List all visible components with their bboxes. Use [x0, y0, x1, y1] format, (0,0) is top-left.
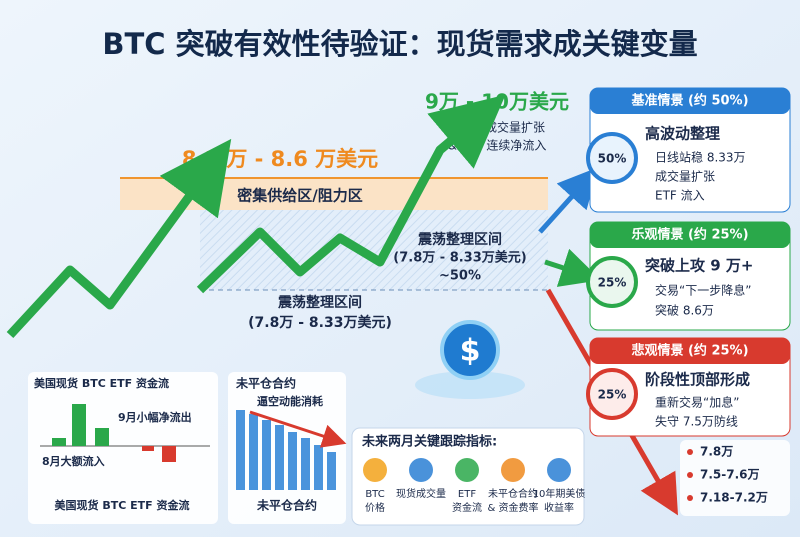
scenario-item: 突破 8.6万	[655, 303, 714, 318]
panel-header	[590, 338, 790, 364]
target-mid: 8.1 万 - 8.6 万美元	[182, 147, 378, 171]
annotation: 逼空动能消耗	[257, 394, 323, 408]
indicator-label: & 资金费率	[488, 501, 539, 514]
indicator-label: ETF	[458, 489, 476, 500]
etf-panel: 美国现货 BTC ETF 资金流 9月小幅净流出 8月大额流入 美国现货 BTC…	[28, 372, 218, 524]
panel-title: 未来两月关键跟踪指标:	[361, 434, 497, 450]
indicator-icon	[455, 458, 479, 482]
svg-text:$: $	[460, 334, 481, 369]
scenario-bull: 乐观情景 (约 25%) 25% 突破上攻 9 万+ 交易“下一步降息” 突破 …	[586, 221, 791, 331]
range-prob: ~50%	[439, 269, 481, 284]
indicator-label: 未平仓合约	[488, 487, 538, 500]
badge-label: 50%	[598, 152, 627, 166]
badge	[586, 256, 638, 308]
scenario-item: 失守 7.5万防线	[655, 414, 738, 429]
scenario-bear: 悲观情景 (约 25%) 25% 阶段性顶部形成 重新交易“加息” 失守 7.5…	[586, 337, 791, 437]
target: 7.18-7.2万	[700, 491, 768, 505]
coin-illustration: $	[415, 320, 525, 399]
range-title: 震荡整理区间	[277, 294, 362, 311]
bar	[72, 404, 86, 446]
target-high: 9万 - 10万美元	[425, 90, 569, 114]
indicator-label: 价格	[365, 501, 385, 514]
panel-caption: 美国现货 BTC ETF 资金流	[55, 498, 190, 512]
indicator-label: 资金流	[452, 501, 482, 514]
bullet	[687, 495, 693, 501]
indicator-icon	[409, 458, 433, 482]
target-note: & ETF 连续净流入	[448, 138, 547, 153]
bar	[52, 438, 66, 446]
resistance-label: 密集供给区/阻力区	[237, 187, 362, 205]
scenario-header: 基准情景 (约 50%)	[630, 93, 748, 109]
range-value: (7.8万 - 8.33万美元)	[393, 250, 526, 266]
indicator-label: 现货成交量	[396, 487, 446, 500]
scenario-title: 阶段性顶部形成	[645, 371, 750, 389]
indicator-icon	[547, 458, 571, 482]
scenario-header: 悲观情景 (约 25%)	[631, 343, 748, 359]
scenario-arrow	[538, 167, 599, 234]
bullet	[687, 449, 693, 455]
indicator-label: 10年期美债	[533, 487, 586, 500]
indicator-label: BTC	[365, 489, 384, 500]
badge-label: 25%	[598, 388, 627, 402]
target: 7.8万	[700, 445, 733, 459]
indicator-icon	[363, 458, 387, 482]
title: BTC 突破有效性待验证：现货需求成关键变量	[102, 27, 697, 61]
trend-arrow	[249, 410, 347, 448]
panel	[680, 440, 790, 516]
target: 7.5-7.6万	[700, 468, 760, 482]
badge-label: 25%	[598, 276, 627, 290]
range-value: (7.8万 - 8.33万美元)	[248, 314, 392, 331]
trend-arrow	[6, 138, 232, 339]
trend-arrow	[196, 94, 506, 294]
range-zone	[200, 210, 548, 290]
annotation: 9月小幅净流出	[118, 410, 192, 424]
panel-header	[590, 88, 790, 114]
scenario-header: 乐观情景 (约 25%)	[631, 227, 748, 243]
bullet	[687, 472, 693, 478]
oi-panel: 未平仓合约 逼空动能消耗 未平仓合约	[228, 372, 347, 524]
downside-targets: 7.8万 7.5-7.6万 7.18-7.2万	[680, 440, 790, 516]
scenario-item: 重新交易“加息”	[655, 395, 739, 410]
bar	[162, 446, 176, 462]
scenario-title: 高波动整理	[645, 125, 720, 143]
badge	[586, 132, 638, 184]
badge	[586, 368, 638, 420]
scenario-title: 突破上攻 9 万+	[645, 257, 753, 275]
range-title: 震荡整理区间	[417, 231, 502, 248]
annotation: 8月大额流入	[42, 454, 105, 468]
panel-title: 未平仓合约	[235, 376, 296, 391]
scenario-item: ETF 流入	[655, 189, 705, 203]
scenario-item: 成交量扩张	[655, 169, 715, 184]
panel-caption: 未平仓合约	[256, 498, 317, 513]
scenario-item: 交易“下一步降息”	[655, 283, 751, 298]
panel-header	[590, 222, 790, 248]
scenario-item: 日线站稳 8.33万	[655, 150, 746, 165]
panel-title: 美国现货 BTC ETF 资金流	[34, 376, 169, 390]
bar	[142, 446, 154, 451]
bars	[236, 410, 336, 490]
bar	[95, 428, 109, 446]
indicator-icon	[501, 458, 525, 482]
indicator-label: 收益率	[544, 501, 574, 514]
scenario-arrow	[544, 248, 602, 287]
scenario-base: 基准情景 (约 50%) 50% 高波动整理 日线站稳 8.33万 成交量扩张 …	[586, 87, 791, 213]
